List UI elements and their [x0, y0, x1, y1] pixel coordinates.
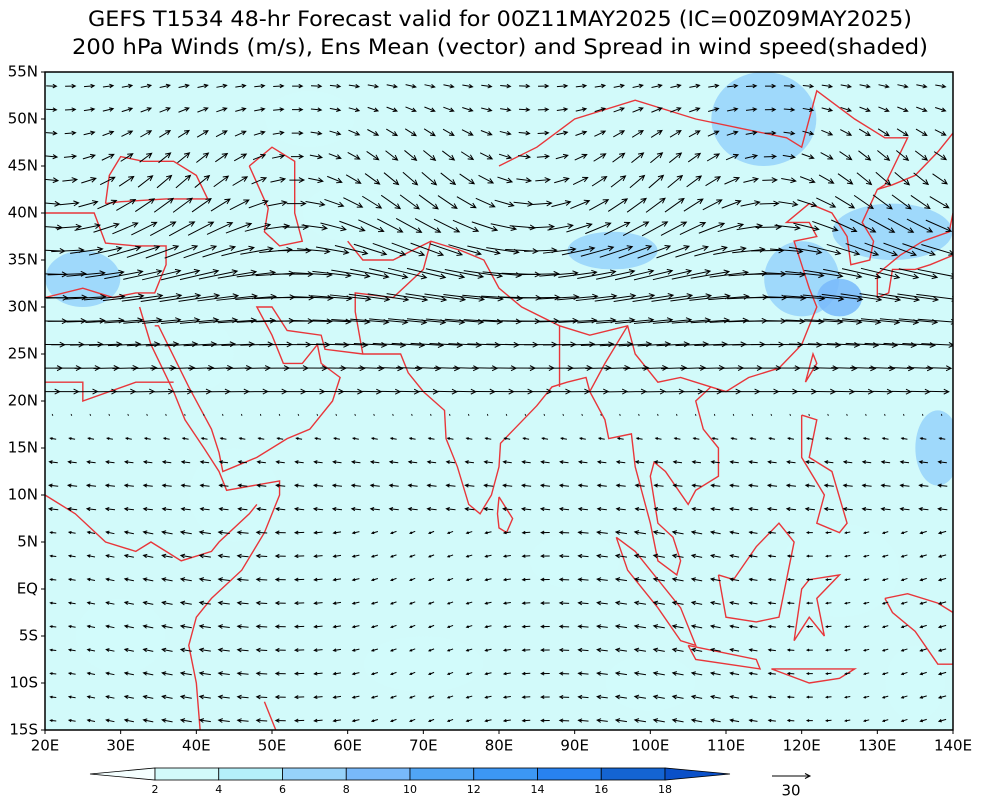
- colorbar-label: 16: [594, 783, 608, 796]
- reference-vector: [772, 774, 810, 779]
- lat-label: 30N: [8, 298, 38, 316]
- spread-shading: [159, 316, 234, 391]
- spread-shading: [363, 636, 483, 692]
- reference-label: 30: [781, 782, 800, 800]
- colorbar-box: [538, 768, 602, 780]
- colorbar-box: [601, 768, 665, 780]
- colorbar-box: [155, 768, 219, 780]
- lon-label: 90E: [560, 737, 589, 755]
- colorbar-high: [665, 768, 730, 780]
- subtitle-line: 200 hPa Winds (m/s), Ens Mean (vector) a…: [72, 35, 928, 59]
- lat-label: 50N: [8, 110, 38, 128]
- colorbar-label: 14: [531, 783, 545, 796]
- lat-label: 10N: [8, 486, 38, 504]
- spread-shading: [76, 598, 166, 673]
- lat-label: 20N: [8, 392, 38, 410]
- lon-label: 20E: [31, 737, 60, 755]
- colorbar-low: [90, 768, 155, 780]
- lat-label: 5S: [19, 627, 38, 645]
- lat-label: 25N: [8, 345, 38, 363]
- lat-label: 45N: [8, 157, 38, 175]
- map-area: [27, 72, 960, 777]
- lon-label: 110E: [707, 737, 745, 755]
- colorbar-label: 10: [403, 783, 417, 796]
- spread-shading: [711, 72, 816, 166]
- colorbar-box: [283, 768, 347, 780]
- lon-label: 120E: [783, 737, 821, 755]
- colorbar-label: 12: [467, 783, 481, 796]
- lon-label: 60E: [333, 737, 362, 755]
- spread-shading: [605, 655, 695, 711]
- colorbar-label: 2: [152, 783, 159, 796]
- spread-shading: [265, 91, 355, 147]
- reference-arrow: [772, 774, 810, 779]
- lon-label: 80E: [485, 737, 514, 755]
- lon-label: 50E: [258, 737, 287, 755]
- lat-label: 40N: [8, 204, 38, 222]
- colorbar-box: [410, 768, 474, 780]
- colorbar-label: 18: [658, 783, 672, 796]
- colorbar-box: [219, 768, 283, 780]
- lat-label: 15N: [8, 439, 38, 457]
- title-line: GEFS T1534 48-hr Forecast valid for 00Z1…: [88, 7, 912, 31]
- colorbar-label: 8: [343, 783, 350, 796]
- lon-label: 40E: [182, 737, 211, 755]
- colorbar-label: 4: [215, 783, 222, 796]
- lon-label: 70E: [409, 737, 438, 755]
- colorbar-box: [474, 768, 538, 780]
- lat-label: 55N: [8, 63, 38, 81]
- spread-shading: [45, 72, 953, 730]
- lon-label: 140E: [934, 737, 972, 755]
- lon-label: 30E: [106, 737, 135, 755]
- colorbar-box: [346, 768, 410, 780]
- lat-label: 5N: [17, 533, 38, 551]
- lat-label: 10S: [9, 674, 38, 692]
- lon-label: 100E: [631, 737, 669, 755]
- spread-shading: [303, 185, 393, 241]
- spread-shading: [885, 645, 945, 720]
- lon-label: 130E: [858, 737, 896, 755]
- spread-shading: [780, 523, 900, 617]
- lat-label: 35N: [8, 251, 38, 269]
- lat-label: EQ: [17, 580, 38, 598]
- colorbar-label: 6: [279, 783, 286, 796]
